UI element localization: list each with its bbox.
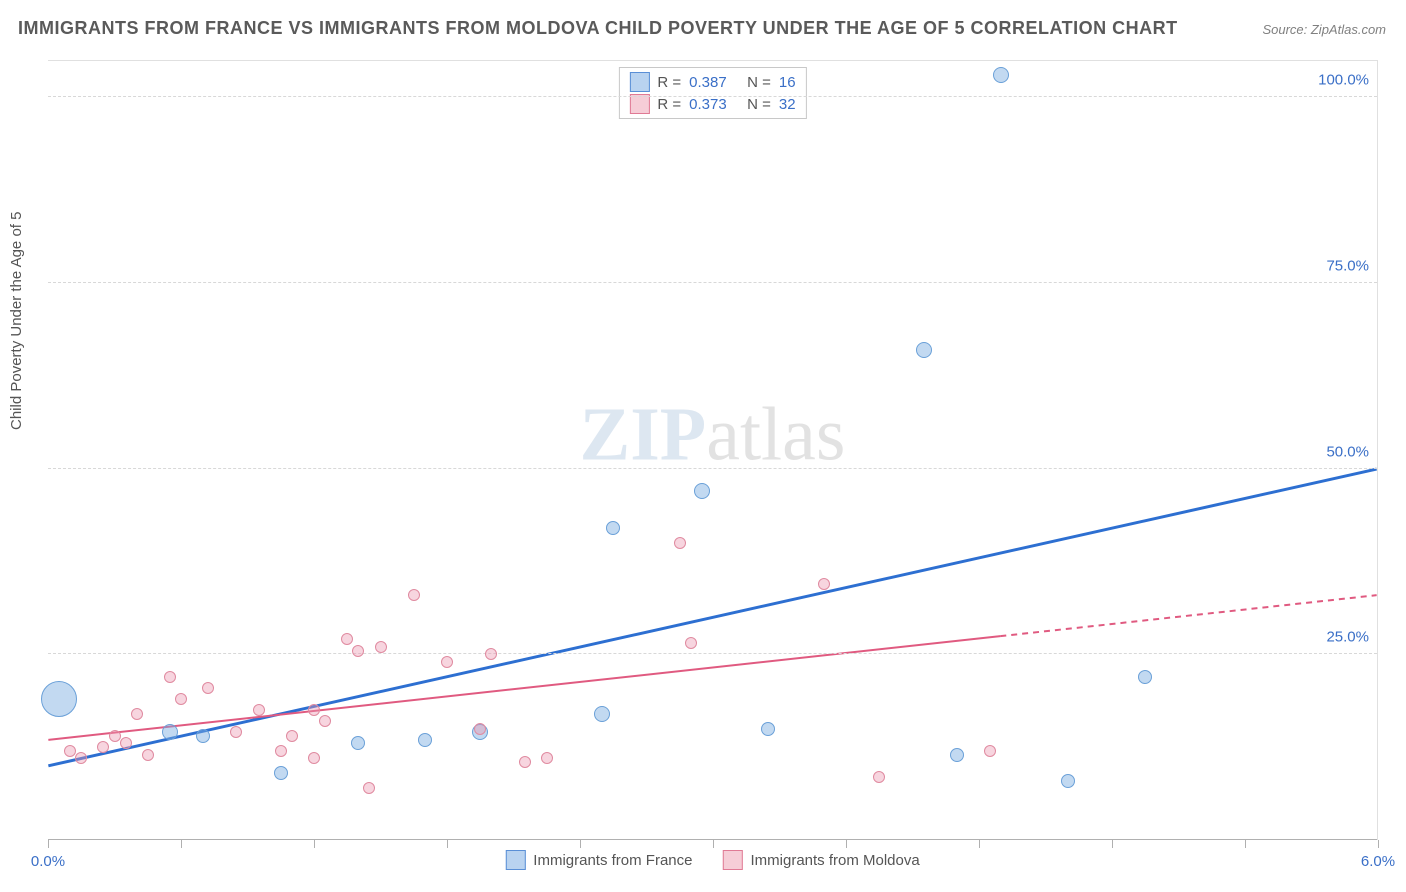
- scatter-point: [164, 671, 176, 683]
- scatter-point: [993, 67, 1009, 83]
- scatter-point: [375, 641, 387, 653]
- x-tick: [1245, 840, 1246, 848]
- x-tick: [846, 840, 847, 848]
- scatter-point: [1138, 670, 1152, 684]
- x-tick: [713, 840, 714, 848]
- y-tick-label: 75.0%: [1326, 257, 1369, 274]
- scatter-point: [418, 733, 432, 747]
- scatter-point: [319, 715, 331, 727]
- watermark: ZIPatlas: [580, 391, 846, 478]
- scatter-point: [351, 736, 365, 750]
- scatter-point: [352, 645, 364, 657]
- watermark-bold: ZIP: [580, 392, 707, 476]
- scatter-point: [341, 633, 353, 645]
- grid-line: [48, 468, 1377, 469]
- source-attribution: Source: ZipAtlas.com: [1262, 22, 1386, 37]
- scatter-point: [274, 766, 288, 780]
- legend-n-value: 32: [779, 96, 796, 113]
- legend-r-label: R =: [657, 96, 681, 113]
- scatter-point: [761, 722, 775, 736]
- regression-line: [1000, 595, 1376, 636]
- x-tick: [447, 840, 448, 848]
- grid-line: [48, 96, 1377, 97]
- x-tick: [580, 840, 581, 848]
- legend-swatch: [722, 850, 742, 870]
- scatter-point: [64, 745, 76, 757]
- scatter-point: [606, 521, 620, 535]
- scatter-point: [916, 342, 932, 358]
- scatter-point: [474, 723, 486, 735]
- chart-title: IMMIGRANTS FROM FRANCE VS IMMIGRANTS FRO…: [18, 18, 1178, 39]
- y-tick-label: 100.0%: [1318, 72, 1369, 89]
- scatter-point: [363, 782, 375, 794]
- legend-item: Immigrants from France: [505, 850, 692, 870]
- legend-series: Immigrants from France Immigrants from Mo…: [505, 850, 919, 870]
- regression-lines: [48, 61, 1377, 840]
- scatter-point: [75, 752, 87, 764]
- scatter-point: [253, 704, 265, 716]
- y-axis-label: Child Poverty Under the Age of 5: [8, 212, 25, 430]
- scatter-point: [694, 483, 710, 499]
- scatter-point: [196, 729, 210, 743]
- scatter-point: [41, 681, 77, 717]
- scatter-point: [97, 741, 109, 753]
- scatter-point: [950, 748, 964, 762]
- scatter-point: [162, 724, 178, 740]
- scatter-point: [286, 730, 298, 742]
- regression-line: [48, 636, 1000, 740]
- x-tick-label: 0.0%: [31, 853, 65, 870]
- legend-n-label: N =: [747, 96, 771, 113]
- scatter-point: [308, 752, 320, 764]
- legend-r-label: R =: [657, 74, 681, 91]
- x-tick: [48, 840, 49, 848]
- scatter-point: [984, 745, 996, 757]
- scatter-point: [1061, 774, 1075, 788]
- x-tick-label: 6.0%: [1361, 853, 1395, 870]
- grid-line: [48, 653, 1377, 654]
- x-tick: [314, 840, 315, 848]
- scatter-point: [594, 706, 610, 722]
- plot-area: ZIPatlas R =0.387N =16R =0.373N =32 Immi…: [48, 60, 1378, 840]
- scatter-point: [441, 656, 453, 668]
- scatter-point: [408, 589, 420, 601]
- legend-n-value: 16: [779, 74, 796, 91]
- legend-r-value: 0.373: [689, 96, 739, 113]
- watermark-thin: atlas: [706, 392, 845, 476]
- scatter-point: [202, 682, 214, 694]
- legend-item-label: Immigrants from Moldova: [750, 852, 919, 869]
- legend-swatch: [629, 72, 649, 92]
- scatter-point: [685, 637, 697, 649]
- scatter-point: [120, 737, 132, 749]
- scatter-point: [230, 726, 242, 738]
- scatter-point: [818, 578, 830, 590]
- x-tick: [1112, 840, 1113, 848]
- legend-r-value: 0.387: [689, 74, 739, 91]
- legend-swatch: [505, 850, 525, 870]
- x-tick: [1378, 840, 1379, 848]
- scatter-point: [131, 708, 143, 720]
- scatter-point: [873, 771, 885, 783]
- y-tick-label: 25.0%: [1326, 629, 1369, 646]
- legend-n-label: N =: [747, 74, 771, 91]
- legend-row: R = 0.387 N = 16: [629, 72, 795, 92]
- scatter-point: [674, 537, 686, 549]
- scatter-point: [142, 749, 154, 761]
- scatter-point: [541, 752, 553, 764]
- scatter-point: [109, 730, 121, 742]
- scatter-point: [308, 704, 320, 716]
- y-tick-label: 50.0%: [1326, 443, 1369, 460]
- regression-line: [48, 469, 1376, 766]
- legend-item-label: Immigrants from France: [533, 852, 692, 869]
- legend-item: Immigrants from Moldova: [722, 850, 919, 870]
- x-tick: [979, 840, 980, 848]
- scatter-point: [519, 756, 531, 768]
- scatter-point: [175, 693, 187, 705]
- grid-line: [48, 282, 1377, 283]
- legend-correlation: R = 0.387 N = 16 R = 0.373 N = 32: [618, 67, 806, 119]
- x-tick: [181, 840, 182, 848]
- scatter-point: [485, 648, 497, 660]
- scatter-point: [275, 745, 287, 757]
